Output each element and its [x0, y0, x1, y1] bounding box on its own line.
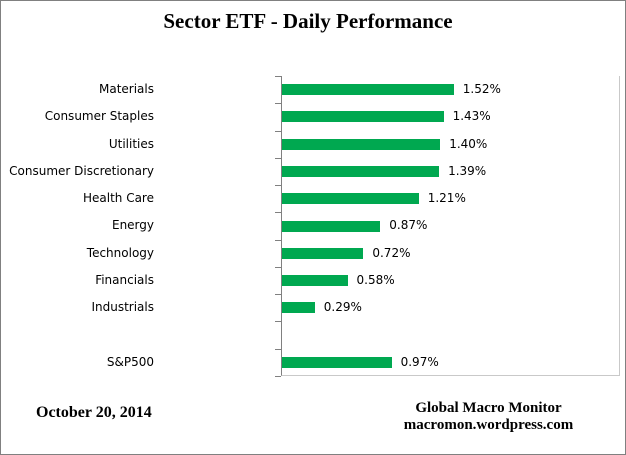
value-label: 1.40% — [449, 136, 488, 151]
y-axis-tick — [275, 130, 281, 132]
plot-area — [281, 76, 620, 376]
value-label: 0.29% — [323, 300, 362, 315]
value-label: 1.21% — [427, 191, 466, 206]
category-label: Consumer Discretionary — [9, 163, 154, 178]
y-axis-tick — [275, 103, 281, 105]
bar — [282, 356, 392, 368]
source-attribution: Global Macro Monitor macromon.wordpress.… — [381, 400, 596, 434]
bar — [282, 193, 419, 205]
bar — [282, 247, 364, 259]
category-label: Health Care — [82, 191, 154, 206]
category-label: Energy — [111, 218, 154, 233]
category-label: Technology — [86, 245, 154, 260]
chart-date: October 20, 2014 — [36, 404, 152, 421]
y-axis-tick — [275, 157, 281, 159]
category-label: Materials — [98, 82, 154, 96]
y-axis-tick — [275, 266, 281, 268]
y-axis-tick — [275, 185, 281, 187]
category-label: S&P500 — [106, 354, 154, 369]
value-label: 0.72% — [372, 245, 411, 260]
category-label: Utilities — [108, 136, 154, 151]
y-axis-tick — [275, 294, 281, 296]
y-axis-tick — [275, 376, 281, 377]
chart-title: Sector ETF - Daily Performance — [163, 9, 453, 33]
bar — [282, 84, 454, 96]
y-axis-tick — [275, 76, 281, 77]
bar — [282, 138, 441, 150]
y-axis-tick — [275, 212, 281, 214]
y-axis-tick — [275, 348, 281, 350]
value-label: 1.39% — [448, 163, 487, 178]
value-label: 0.87% — [389, 218, 428, 233]
bar — [282, 302, 315, 314]
source-name: Global Macro Monitor — [415, 400, 562, 416]
bar — [282, 220, 381, 232]
bar — [282, 111, 444, 123]
value-label: 0.97% — [400, 354, 439, 369]
y-axis-tick — [275, 239, 281, 241]
value-label: 1.43% — [452, 109, 491, 124]
bar — [282, 165, 440, 177]
y-axis-tick — [275, 321, 281, 323]
bar — [282, 275, 348, 287]
category-label: Industrials — [91, 300, 154, 315]
source-url: macromon.wordpress.com — [403, 417, 574, 433]
category-label: Consumer Staples — [44, 109, 154, 124]
category-label: Financials — [95, 272, 154, 287]
value-label: 1.52% — [462, 82, 501, 96]
value-label: 0.58% — [356, 272, 395, 287]
